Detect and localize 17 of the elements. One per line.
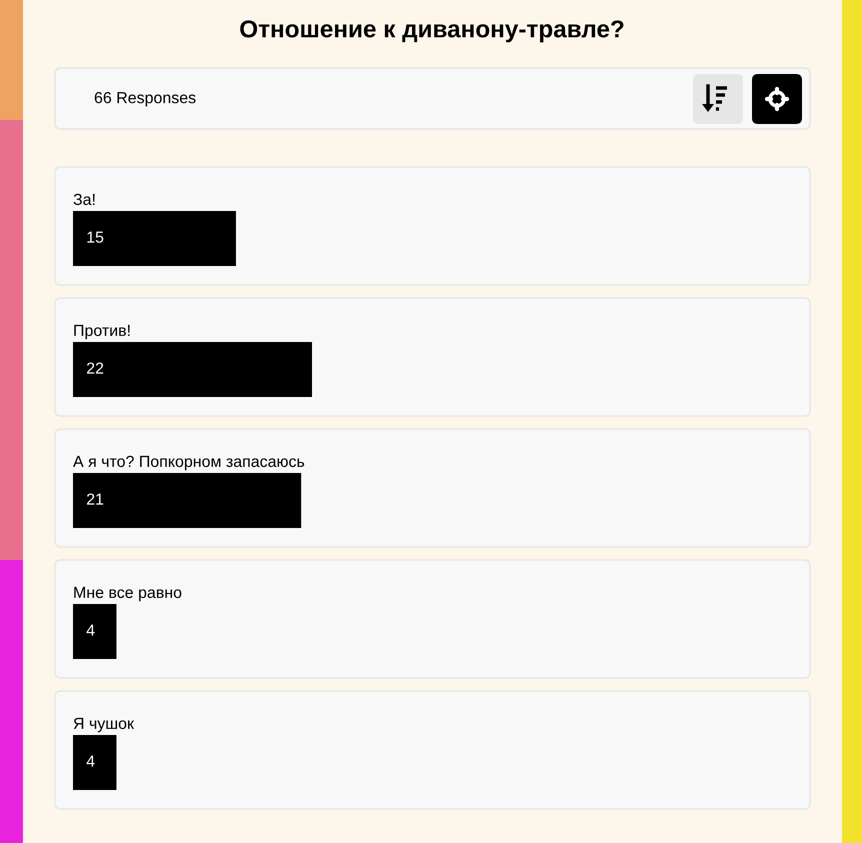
data-label: 21 xyxy=(87,493,104,505)
bar xyxy=(73,473,302,528)
y-tick-label: А я что? Попкорном запасаюсь xyxy=(73,456,304,470)
text: 66 Responses xyxy=(94,92,196,106)
y-tick-label: Я чушок xyxy=(74,718,134,732)
bar xyxy=(73,604,116,659)
bar xyxy=(73,735,116,790)
bar xyxy=(73,211,236,266)
y-tick-label: Мне все равно xyxy=(74,586,182,602)
y-tick-label: Против! xyxy=(74,324,130,340)
y-tick-label: За! xyxy=(74,194,95,206)
data-label: 4 xyxy=(86,624,95,636)
data-label: 4 xyxy=(86,756,95,767)
text: Отношение к диванону-травле? xyxy=(240,20,624,42)
data-label: 22 xyxy=(87,362,104,374)
data-label: 15 xyxy=(87,232,104,243)
bar xyxy=(73,342,312,397)
